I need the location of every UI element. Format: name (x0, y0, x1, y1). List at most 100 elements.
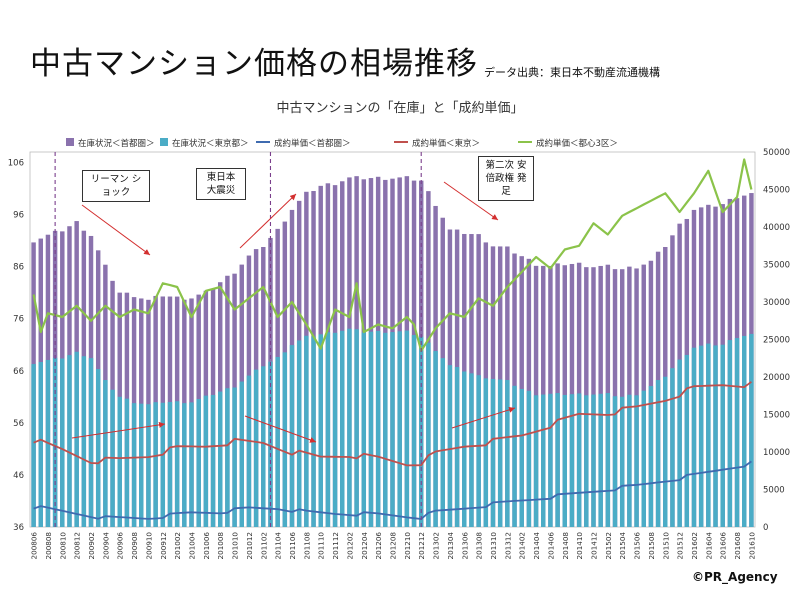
bar-stock-tokyo (670, 368, 675, 527)
x-tick-label: 201302 (432, 532, 441, 559)
bar-stock-tokyo (275, 356, 280, 527)
x-tick-label: 201604 (704, 532, 713, 560)
x-tick-label: 201404 (532, 532, 541, 560)
line-series (32, 158, 753, 520)
x-tick-label: 201508 (647, 532, 656, 560)
bar-stock-tokyo (411, 335, 417, 527)
y-right-tick-label: 20000 (763, 373, 790, 383)
bar-stock-tokyo (684, 354, 690, 527)
bar-stock-tokyo (174, 401, 180, 527)
bar-stock-tokyo (318, 334, 323, 527)
bar-stock-tokyo (354, 329, 359, 527)
credit: ©PR_Agency (692, 570, 778, 584)
bar-stock-tokyo (555, 393, 560, 527)
bar-stock-tokyo (691, 347, 697, 527)
y-right-tick-label: 15000 (763, 411, 790, 421)
trend-arrow (244, 415, 317, 443)
x-tick-label: 201112 (331, 532, 340, 559)
y-left-tick-label: 96 (13, 211, 24, 221)
y-left-tick-label: 36 (13, 523, 24, 533)
source-note: データ出典：東日本不動産流通機構 (484, 66, 660, 79)
bar-stock-tokyo (519, 388, 524, 527)
x-tick-label: 201408 (561, 532, 570, 560)
bar-stock-tokyo (598, 393, 603, 527)
bar-stock-tokyo (117, 396, 122, 527)
legend-label: 在庫状況＜東京都＞ (172, 138, 249, 149)
bar-stock-tokyo (103, 380, 108, 527)
bar-stock-tokyo (605, 393, 611, 527)
bar-stock-tokyo (440, 358, 445, 527)
bar-stock-tokyo (246, 375, 252, 527)
bar-stock-tokyo (282, 352, 288, 527)
x-tick-label: 201010 (231, 532, 240, 560)
bar-stock-tokyo (189, 402, 194, 527)
bar-stock-tokyo (483, 378, 489, 527)
bar-stock-tokyo (562, 394, 568, 527)
bar-stock-tokyo (210, 394, 216, 527)
bar-stock-tokyo (648, 386, 654, 527)
bar-stock-tokyo (497, 379, 503, 527)
legend: 在庫状況＜首都圏＞ 在庫状況＜東京都＞ 成約単価＜首都圏＞ 成約単価＜東京＞ 成約単価＜… (66, 138, 618, 149)
bar-stock-tokyo (576, 393, 582, 527)
bar-stock-tokyo (397, 331, 402, 527)
legend-label: 成約単価＜首都圏＞ (274, 138, 351, 149)
x-tick-label: 201410 (575, 532, 584, 560)
bar-stock-tokyo (548, 393, 553, 527)
bar-stock-tokyo (677, 359, 682, 527)
x-tick-label: 200910 (144, 532, 153, 560)
bar-stock-tokyo (296, 340, 302, 527)
bar-stock-tokyo (426, 342, 431, 527)
bar-stock-tokyo (74, 351, 79, 527)
bar-stock-tokyo (81, 356, 87, 527)
bar-stock-tokyo (612, 396, 618, 527)
bar-stock-tokyo (698, 345, 704, 527)
x-tick-label: 200906 (116, 532, 125, 560)
bar-stock-tokyo (569, 394, 575, 527)
bar-stock-tokyo (361, 332, 367, 527)
y-left-tick-label: 76 (13, 315, 24, 325)
bar-stock-tokyo (311, 336, 316, 527)
bar-stock-tokyo (433, 351, 438, 527)
y-right-tick-label: 45000 (763, 186, 790, 196)
y-right-tick-label: 30000 (763, 298, 790, 308)
x-tick-label: 201202 (345, 532, 354, 559)
y-axis-right: 0 5000 10000 15000 20000 25000 30000 35000 40000… (763, 148, 790, 533)
bar-stock-tokyo (167, 402, 173, 527)
trend-arrow (71, 421, 166, 439)
x-tick-label: 201306 (460, 532, 469, 560)
bar-stock-tokyo (239, 381, 244, 527)
x-tick-label: 200806 (30, 532, 39, 560)
bar-stock-tokyo (655, 380, 661, 527)
bar-stock-tokyo (404, 330, 410, 527)
x-tick-label: 201406 (546, 532, 555, 560)
bar-stock-tokyo (368, 331, 374, 527)
x-tick-label: 201304 (446, 532, 455, 560)
bar-stock-tokyo (196, 399, 201, 527)
bar-stock-tokyo (340, 330, 345, 527)
trend-arrows (71, 181, 516, 443)
x-tick-label: 201602 (690, 532, 699, 559)
x-tick-label: 201208 (389, 532, 398, 560)
y-left-tick-label: 56 (13, 419, 24, 429)
x-tick-label: 201308 (475, 532, 484, 560)
bar-stock-tokyo (182, 403, 187, 527)
x-tick-label: 201012 (245, 532, 254, 559)
y-right-tick-label: 35000 (763, 261, 790, 271)
bar-stock-tokyo (304, 335, 309, 527)
x-tick-label: 201106 (288, 532, 297, 560)
x-tick-label: 201008 (216, 532, 225, 560)
bar-stock-tokyo (232, 387, 237, 527)
bar-stock-tokyo (720, 344, 725, 527)
bar-stock-tokyo (526, 390, 532, 527)
y-right-tick-label: 40000 (763, 223, 790, 233)
bar-stock-tokyo (727, 340, 733, 527)
trend-arrow (443, 181, 499, 221)
bar-stock-tokyo (627, 394, 632, 527)
y-right-tick-label: 5000 (763, 486, 785, 496)
x-tick-label: 201504 (618, 532, 627, 560)
y-left-tick-label: 46 (13, 471, 24, 481)
bar-stock-tokyo (146, 404, 151, 527)
bar-stock-tokyo (541, 394, 546, 527)
legend-label: 成約単価＜都心3区＞ (536, 138, 618, 149)
